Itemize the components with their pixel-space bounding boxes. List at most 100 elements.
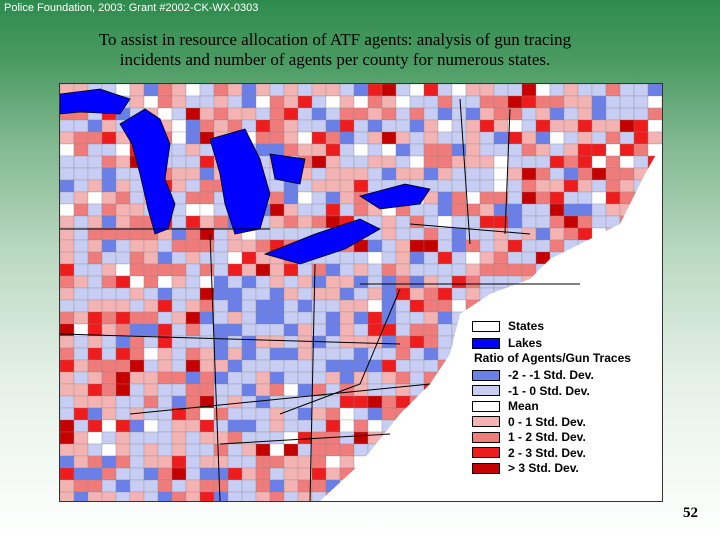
county-cell — [115, 419, 131, 433]
county-cell — [367, 275, 383, 289]
county-cell — [171, 431, 187, 445]
states-label: States — [508, 319, 545, 333]
county-cell — [451, 84, 467, 97]
county-cell — [339, 167, 355, 181]
county-cell — [73, 131, 89, 145]
county-cell — [647, 323, 662, 337]
county-cell — [213, 443, 229, 457]
county-cell — [269, 95, 285, 109]
county-cell — [185, 263, 201, 277]
county-cell — [185, 251, 201, 265]
county-cell — [423, 347, 439, 361]
county-cell — [605, 287, 621, 301]
county-cell — [353, 491, 369, 501]
county-cell — [115, 347, 131, 361]
county-cell — [115, 311, 131, 325]
county-cell — [101, 407, 117, 421]
county-cell — [521, 275, 537, 289]
county-cell — [535, 251, 551, 265]
county-cell — [409, 395, 425, 409]
county-cell — [87, 419, 103, 433]
county-cell — [185, 167, 201, 181]
county-cell — [465, 179, 481, 193]
county-cell — [619, 479, 635, 493]
county-cell — [283, 275, 299, 289]
county-cell — [423, 359, 439, 373]
county-cell — [367, 419, 383, 433]
county-cell — [143, 479, 159, 493]
county-cell — [255, 371, 271, 385]
county-cell — [535, 299, 551, 313]
county-cell — [535, 263, 551, 277]
county-cell — [493, 239, 509, 253]
county-cell — [157, 431, 173, 445]
county-cell — [199, 84, 215, 97]
county-cell — [619, 419, 635, 433]
county-cell — [437, 251, 453, 265]
county-cell — [409, 167, 425, 181]
county-cell — [60, 227, 75, 241]
county-cell — [479, 107, 495, 121]
county-cell — [213, 359, 229, 373]
county-cell — [367, 479, 383, 493]
county-cell — [493, 143, 509, 157]
county-cell — [255, 359, 271, 373]
county-cell — [549, 203, 565, 217]
county-cell — [199, 191, 215, 205]
county-cell — [535, 131, 551, 145]
county-cell — [395, 311, 411, 325]
county-cell — [297, 407, 313, 421]
county-cell — [521, 251, 537, 265]
county-cell — [87, 395, 103, 409]
county-cell — [87, 215, 103, 229]
county-cell — [255, 263, 271, 277]
county-cell — [311, 443, 327, 457]
county-cell — [227, 479, 243, 493]
lakes-label: Lakes — [508, 336, 543, 350]
county-cell — [311, 191, 327, 205]
county-cell — [577, 491, 593, 501]
county-cell — [395, 215, 411, 229]
county-cell — [199, 455, 215, 469]
county-cell — [605, 395, 621, 409]
county-cell — [269, 191, 285, 205]
county-cell — [227, 263, 243, 277]
county-cell — [493, 491, 509, 501]
county-cell — [647, 179, 662, 193]
county-cell — [605, 119, 621, 133]
county-cell — [395, 275, 411, 289]
county-cell — [437, 467, 453, 481]
county-cell — [395, 467, 411, 481]
county-cell — [605, 323, 621, 337]
county-cell — [437, 395, 453, 409]
county-cell — [507, 155, 523, 169]
county-cell — [367, 311, 383, 325]
county-cell — [269, 359, 285, 373]
county-cell — [185, 359, 201, 373]
county-cell — [87, 287, 103, 301]
county-cell — [591, 323, 607, 337]
county-cell — [577, 299, 593, 313]
county-cell — [87, 479, 103, 493]
county-cell — [185, 131, 201, 145]
county-cell — [591, 155, 607, 169]
county-cell — [423, 95, 439, 109]
county-cell — [493, 227, 509, 241]
county-cell — [605, 167, 621, 181]
county-cell — [507, 84, 523, 97]
county-cell — [423, 419, 439, 433]
county-cell — [60, 491, 75, 501]
county-cell — [171, 467, 187, 481]
county-cell — [60, 215, 75, 229]
county-cell — [619, 143, 635, 157]
legend-class-swatch — [472, 447, 500, 458]
county-cell — [353, 335, 369, 349]
county-cell — [73, 467, 89, 481]
county-cell — [605, 215, 621, 229]
county-cell — [437, 287, 453, 301]
county-cell — [633, 467, 649, 481]
county-cell — [367, 359, 383, 373]
legend-class-row: -2 - -1 Std. Dev. — [472, 368, 594, 382]
county-cell — [521, 287, 537, 301]
county-cell — [437, 107, 453, 121]
